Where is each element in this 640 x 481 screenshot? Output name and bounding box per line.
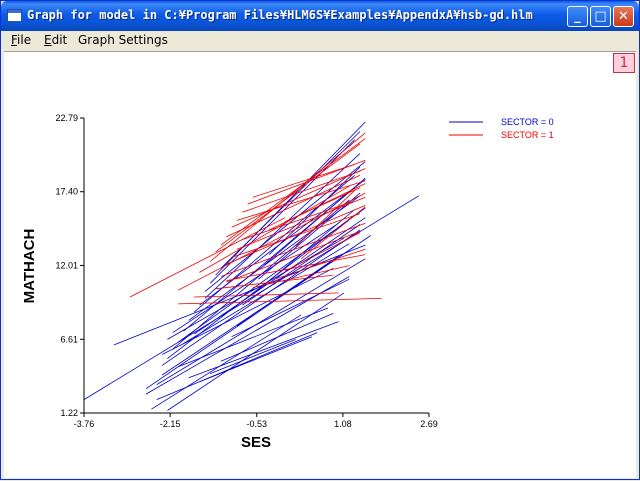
sector-1-line-22: [252, 265, 350, 288]
sector-1-line-0: [129, 217, 286, 298]
sector-1-line-26: [295, 190, 355, 247]
sector-1-line-14: [236, 196, 366, 250]
sector-1-line-6: [226, 174, 361, 238]
sector-1-line-12: [226, 205, 366, 265]
menu-file-accel: F: [11, 33, 18, 47]
sector-1-line-25: [300, 206, 366, 260]
menu-edit[interactable]: Edit: [44, 33, 67, 47]
y-axis-title: MATHACH: [21, 229, 38, 304]
menu-file-label: ile: [17, 33, 32, 47]
sector-0-line-8: [161, 229, 361, 366]
sector-0-line-36: [172, 222, 339, 333]
sector-1-line-15: [242, 202, 350, 240]
sector-1-line-13: [231, 213, 361, 258]
sector-1-line-20: [215, 274, 334, 290]
axis-ticks-group: -3.76 -2.15 -0.53 1.08 2.69 1.22 6.61 12.01 17.4…: [55, 113, 437, 429]
sector-1-line-7: [231, 168, 366, 228]
minimize-button[interactable]: _: [567, 6, 588, 27]
y-tick-label: 22.79: [55, 113, 78, 123]
sector-0-line-20: [220, 131, 361, 269]
app-window-icon[interactable]: [7, 9, 22, 22]
sector-0-line-26: [231, 278, 350, 338]
sector-0-line-28: [242, 224, 361, 306]
sector-1-line-28: [284, 187, 361, 223]
sector-1-line-17: [226, 231, 361, 283]
sector-1-line-1: [177, 192, 366, 291]
menu-edit-label: dit: [51, 33, 68, 47]
menu-bar: File Edit Graph Settings: [1, 31, 639, 50]
x-tick-label: 1.08: [334, 419, 352, 429]
sector-0-line-3: [151, 314, 302, 410]
sector-0-line-17: [204, 161, 366, 292]
y-tick-label: 1.22: [60, 408, 78, 418]
sector-0-line-19: [215, 121, 366, 276]
sector-1-line-8: [236, 180, 366, 221]
sector-1-line-23: [274, 248, 366, 280]
sector-0-line-1: [113, 244, 366, 346]
sector-0-line-22: [188, 321, 339, 379]
menu-edit-accel: E: [44, 33, 52, 47]
sector-1-line-18: [178, 298, 382, 305]
sector-1-line-19: [194, 292, 339, 298]
sector-1-line-4: [215, 143, 361, 253]
sector-1-line-16: [220, 222, 366, 277]
sector-0-line-24: [210, 339, 296, 374]
sector-0-line-6: [156, 258, 366, 385]
sector-0-line-21: [177, 307, 329, 368]
sector-0-line-25: [220, 313, 334, 362]
y-tick-label: 6.61: [60, 334, 78, 344]
menu-graph-settings[interactable]: Graph Settings: [78, 33, 168, 47]
close-button[interactable]: ✕: [613, 6, 634, 27]
sector-1-line-24: [284, 232, 361, 272]
sector-0-line-4: [167, 292, 345, 411]
menu-graph-settings-label: Graph Settings: [78, 33, 168, 47]
x-tick-label: -2.15: [160, 419, 181, 429]
chart-lines-group: [83, 121, 420, 411]
sector-1-line-11: [252, 164, 355, 198]
x-tick-label: -0.53: [247, 419, 268, 429]
sector-0-line-38: [193, 217, 366, 335]
x-axis-title: SES: [241, 434, 271, 451]
sector-1-line-21: [226, 254, 366, 281]
sector-1-line-3: [209, 132, 366, 262]
number-one-icon[interactable]: 1: [613, 53, 635, 73]
sector-0-line-34: [161, 267, 334, 355]
menu-file[interactable]: File: [11, 33, 31, 47]
sector-1-line-9: [242, 170, 361, 213]
legend-label-sector-0: SECTOR = 0: [501, 117, 554, 127]
sector-0-line-13: [188, 195, 361, 321]
sector-0-line-0: [83, 195, 420, 400]
y-tick-label: 17.40: [55, 187, 78, 197]
title-bar[interactable]: Graph for model in C:¥Program Files¥HLM6…: [1, 1, 639, 31]
sector-1-line-5: [220, 138, 366, 246]
sector-0-line-11: [177, 207, 366, 343]
chart-legend: SECTOR = 0 SECTOR = 1: [449, 117, 554, 140]
x-tick-label: 2.69: [420, 419, 438, 429]
sector-0-line-33: [156, 332, 318, 400]
maximize-button[interactable]: □: [590, 6, 611, 27]
x-tick-label: -3.76: [74, 419, 95, 429]
sector-0-line-35: [167, 237, 345, 340]
y-tick-label: 12.01: [55, 260, 78, 270]
window-title: Graph for model in C:¥Program Files¥HLM6…: [27, 8, 533, 22]
legend-label-sector-1: SECTOR = 1: [501, 130, 554, 140]
sector-0-line-37: [183, 243, 350, 344]
sector-1-line-2: [199, 185, 350, 273]
